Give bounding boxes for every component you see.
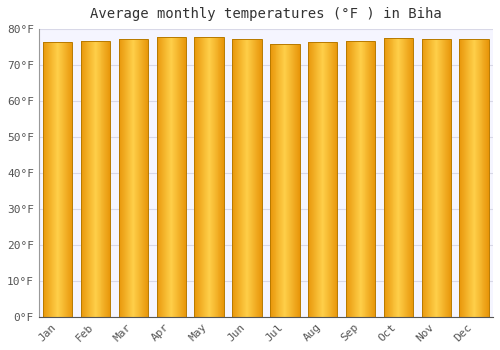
Bar — [422, 39, 451, 317]
Bar — [232, 39, 262, 317]
Bar — [81, 41, 110, 317]
Bar — [43, 42, 72, 317]
Title: Average monthly temperatures (°F ) in Biha: Average monthly temperatures (°F ) in Bi… — [90, 7, 442, 21]
Bar — [384, 38, 413, 317]
Bar — [460, 39, 489, 317]
Bar — [194, 37, 224, 317]
Bar — [156, 37, 186, 317]
Bar — [308, 42, 338, 317]
Bar — [346, 41, 376, 317]
Bar — [270, 44, 300, 317]
Bar — [118, 39, 148, 317]
